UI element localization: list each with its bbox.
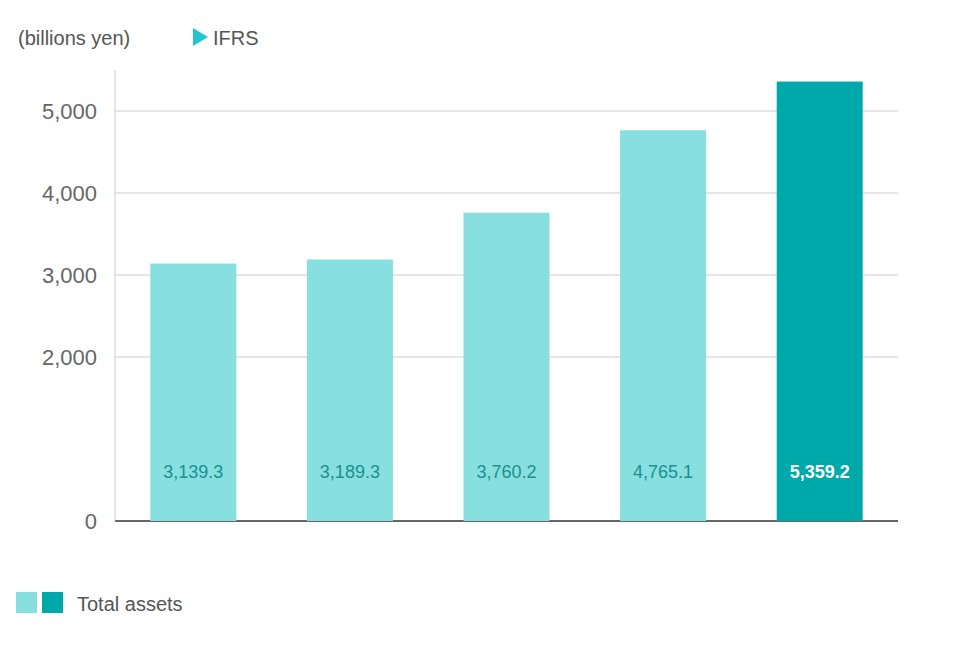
data-label: 3,139.3 xyxy=(163,462,223,482)
legend-swatch xyxy=(42,592,63,613)
bar xyxy=(150,264,236,521)
legend-swatch xyxy=(16,592,37,613)
y-tick-label: 3,000 xyxy=(42,263,97,288)
annotation: IFRS xyxy=(213,27,259,49)
bar xyxy=(620,130,706,521)
data-label: 5,359.2 xyxy=(790,462,850,482)
data-label: 4,765.1 xyxy=(633,462,693,482)
y-tick-label: 5,000 xyxy=(42,99,97,124)
bar xyxy=(307,259,393,521)
y-tick-label: 0 xyxy=(85,509,97,534)
data-label: 3,189.3 xyxy=(320,462,380,482)
y-tick-label: 2,000 xyxy=(42,345,97,370)
bars xyxy=(150,82,862,521)
annotation-marker xyxy=(193,28,208,46)
chart: (billions yen) IFRS 0 2,000 3,000 4,000 5,000 3… xyxy=(0,0,980,668)
data-label: 3,760.2 xyxy=(476,462,536,482)
y-axis-line xyxy=(115,70,116,521)
bar xyxy=(777,82,863,521)
bar xyxy=(464,213,550,521)
legend-label: Total assets xyxy=(77,593,183,615)
y-tick-label: 4,000 xyxy=(42,181,97,206)
y-axis-label: (billions yen) xyxy=(18,27,130,49)
